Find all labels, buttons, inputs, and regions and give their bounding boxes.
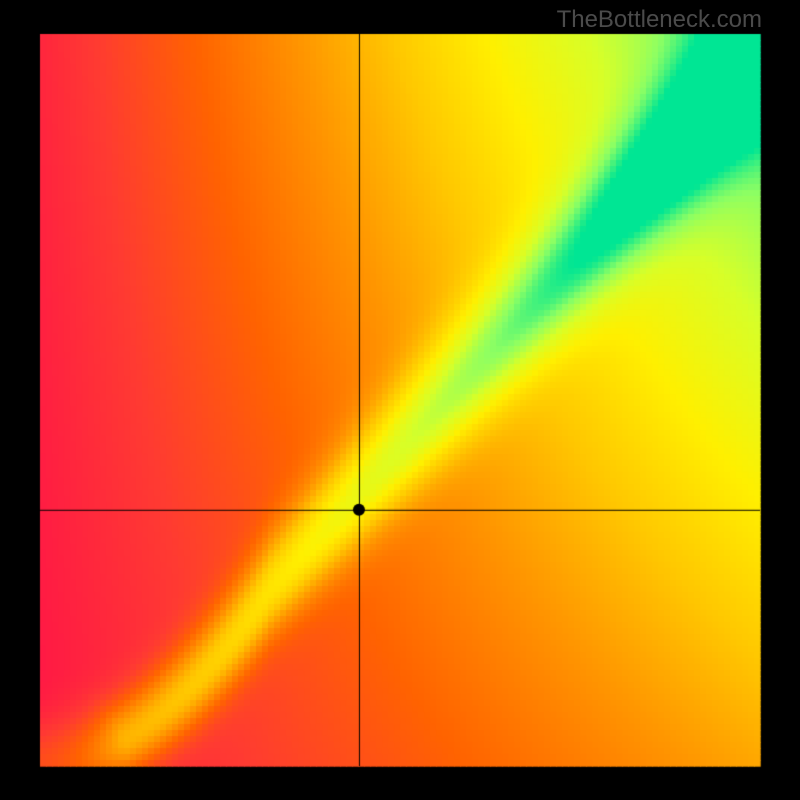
watermark-text: TheBottleneck.com (557, 6, 762, 34)
bottleneck-heatmap (0, 0, 800, 800)
